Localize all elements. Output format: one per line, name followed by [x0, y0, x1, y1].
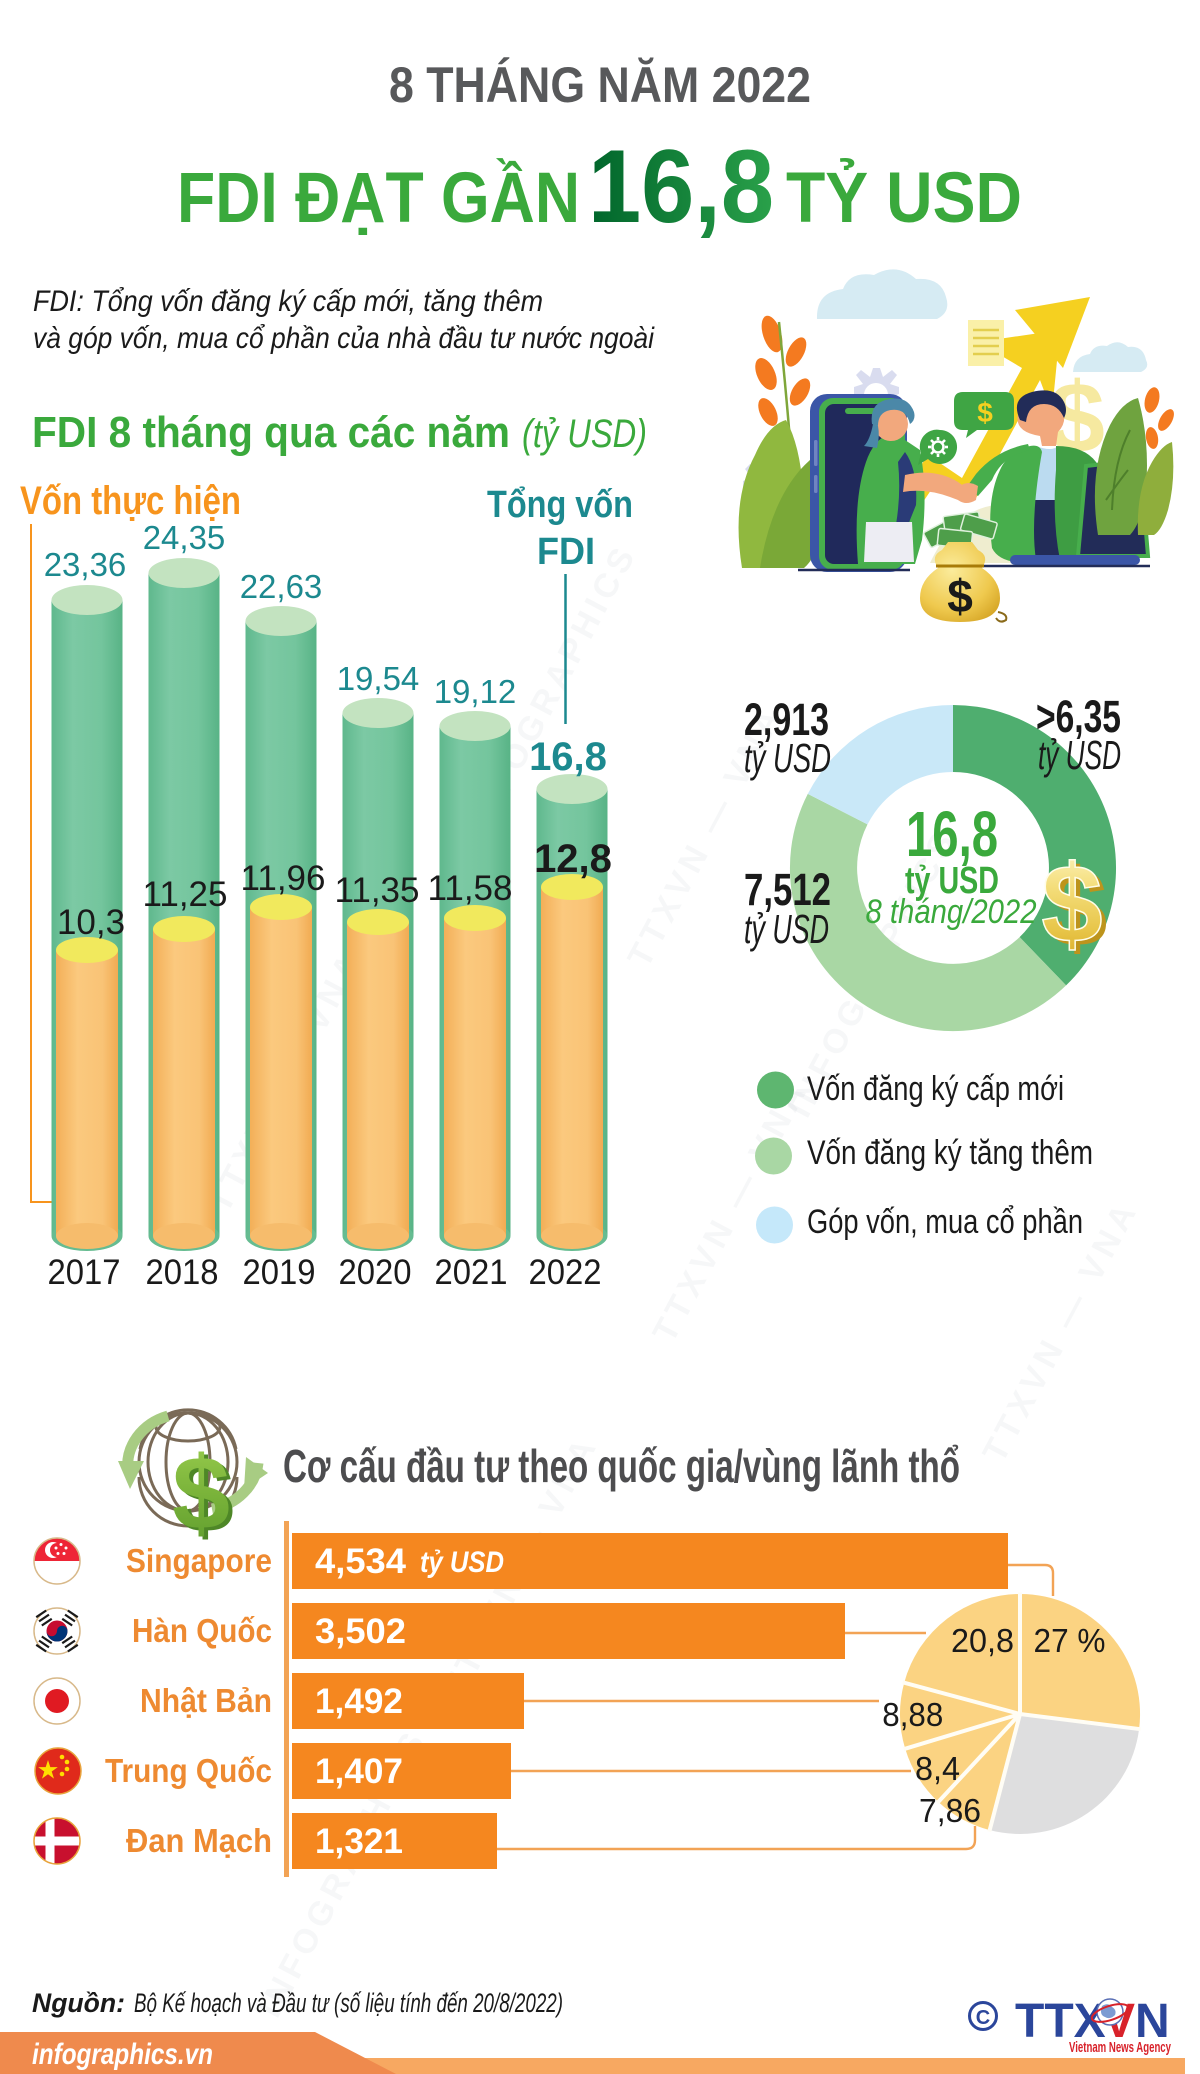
svg-text:8,4: 8,4: [915, 1750, 960, 1787]
svg-text:16,8: 16,8: [529, 735, 607, 779]
svg-text:24,35: 24,35: [143, 519, 226, 556]
svg-text:1,407: 1,407: [315, 1752, 403, 1791]
svg-text:tỷ USD: tỷ USD: [905, 860, 999, 902]
svg-text:2019: 2019: [243, 1253, 316, 1292]
svg-text:Vốn thực hiện: Vốn thực hiện: [20, 479, 241, 523]
svg-text:FDI ĐẠT GẦN: FDI ĐẠT GẦN: [177, 159, 580, 238]
svg-text:tỷ USD: tỷ USD: [420, 1546, 504, 1579]
svg-text:Nhật Bản: Nhật Bản: [140, 1682, 272, 1719]
svg-text:Cơ cấu đầu tư theo quốc gia/vù: Cơ cấu đầu tư theo quốc gia/vùng lãnh th…: [283, 1440, 960, 1492]
svg-text:11,96: 11,96: [241, 859, 326, 898]
svg-text:Trung Quốc: Trung Quốc: [105, 1752, 272, 1789]
svg-text:tỷ USD: tỷ USD: [1038, 732, 1121, 778]
svg-text:Tổng vốn: Tổng vốn: [487, 484, 633, 526]
svg-text:Vietnam News Agency: Vietnam News Agency: [1069, 2039, 1171, 2056]
svg-text:10,3: 10,3: [57, 903, 125, 942]
svg-text:infographics.vn: infographics.vn: [32, 2038, 213, 2071]
svg-text:$: $: [176, 1439, 234, 1555]
svg-text:Vốn đăng ký tăng thêm: Vốn đăng ký tăng thêm: [807, 1134, 1093, 1172]
svg-text:(tỷ USD): (tỷ USD): [522, 412, 647, 456]
svg-text:2,913: 2,913: [744, 694, 829, 745]
svg-text:FDI: FDI: [537, 531, 595, 573]
svg-text:N: N: [1135, 1995, 1170, 2048]
svg-text:$: $: [1046, 847, 1107, 970]
svg-text:1,321: 1,321: [315, 1822, 403, 1861]
svg-text:3,502: 3,502: [315, 1612, 406, 1651]
svg-text:Đan Mạch: Đan Mạch: [126, 1822, 272, 1859]
svg-text:TTX: TTX: [1015, 1995, 1106, 2048]
svg-text:22,63: 22,63: [240, 568, 323, 605]
svg-text:19,54: 19,54: [337, 660, 420, 697]
svg-text:Góp vốn, mua cổ phần: Góp vốn, mua cổ phần: [807, 1203, 1083, 1241]
svg-text:tỷ USD: tỷ USD: [744, 906, 829, 952]
svg-text:20,8: 20,8: [951, 1622, 1014, 1659]
svg-text:23,36: 23,36: [44, 546, 127, 583]
svg-text:2021: 2021: [435, 1253, 508, 1292]
svg-text:12,8: 12,8: [534, 837, 612, 881]
svg-text:$: $: [1041, 843, 1102, 966]
svg-text:TỶ USD: TỶ USD: [786, 159, 1022, 238]
svg-text:$: $: [947, 570, 973, 622]
svg-text:FDI 8 tháng qua các năm: FDI 8 tháng qua các năm: [32, 408, 510, 457]
svg-text:2020: 2020: [339, 1253, 412, 1292]
svg-text:FDI: Tổng vốn đăng ký cấp mới,: FDI: Tổng vốn đăng ký cấp mới, tăng thêm: [33, 285, 543, 318]
svg-text:Bộ Kế hoạch và Đầu tư (số liệu: Bộ Kế hoạch và Đầu tư (số liệu tính đến …: [134, 1988, 563, 2018]
svg-text:19,12: 19,12: [434, 673, 517, 710]
svg-text:2022: 2022: [529, 1253, 602, 1292]
svg-text:Nguồn:: Nguồn:: [32, 1988, 125, 2018]
svg-text:>6,35: >6,35: [1036, 691, 1121, 742]
svg-text:4,534: 4,534: [315, 1542, 407, 1581]
svg-text:Singapore: Singapore: [126, 1542, 272, 1579]
svg-text:7,512: 7,512: [744, 864, 831, 915]
svg-text:C: C: [976, 2007, 990, 2029]
svg-text:tỷ USD: tỷ USD: [744, 735, 831, 781]
svg-text:$: $: [172, 1436, 230, 1552]
svg-text:và góp vốn, mua cổ phần của nh: và góp vốn, mua cổ phần của nhà đầu tư n…: [33, 322, 655, 355]
svg-text:$: $: [977, 397, 993, 428]
svg-text:11,35: 11,35: [335, 871, 420, 910]
svg-text:Vốn đăng ký cấp mới: Vốn đăng ký cấp mới: [807, 1070, 1064, 1108]
svg-text:2018: 2018: [146, 1253, 219, 1292]
svg-text:2017: 2017: [48, 1253, 121, 1292]
svg-text:7,86: 7,86: [919, 1792, 981, 1829]
svg-text:8,88: 8,88: [882, 1696, 943, 1733]
svg-text:27 %: 27 %: [1034, 1622, 1106, 1659]
svg-text:16,8: 16,8: [588, 129, 774, 245]
svg-text:11,58: 11,58: [428, 869, 513, 908]
svg-text:16,8: 16,8: [906, 798, 998, 870]
svg-text:1,492: 1,492: [315, 1682, 403, 1721]
svg-text:Hàn Quốc: Hàn Quốc: [132, 1612, 272, 1649]
svg-text:8 tháng/2022: 8 tháng/2022: [866, 893, 1037, 931]
svg-text:11,25: 11,25: [143, 875, 228, 914]
svg-text:8 THÁNG NĂM 2022: 8 THÁNG NĂM 2022: [389, 57, 811, 113]
